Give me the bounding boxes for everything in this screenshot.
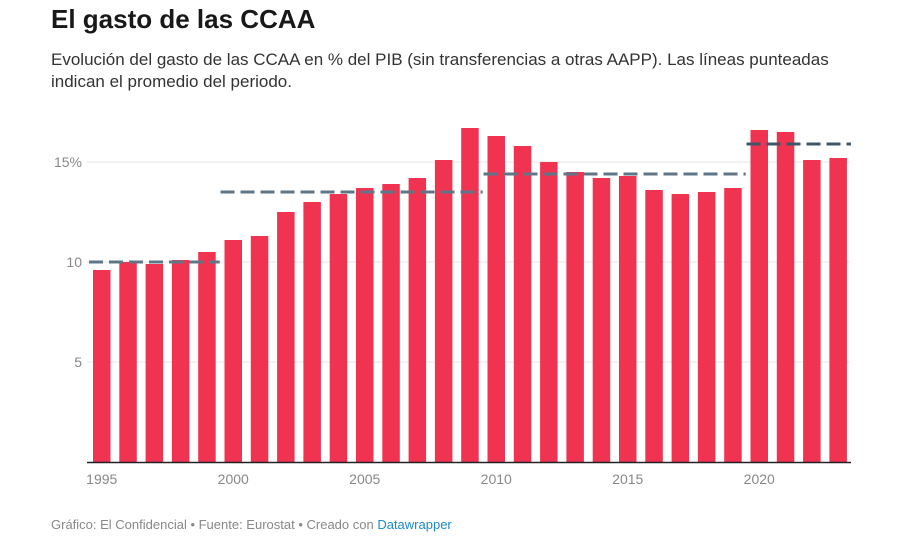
bar (356, 188, 374, 462)
bar (145, 264, 164, 462)
bar (434, 160, 453, 462)
bar (803, 160, 821, 462)
datawrapper-link[interactable]: Datawrapper (377, 517, 452, 532)
y-tick-label: 5 (74, 354, 82, 370)
x-tick-label: 1995 (86, 471, 117, 487)
x-tick-label: 2010 (481, 471, 512, 487)
bar (619, 176, 637, 462)
bar (171, 260, 190, 462)
bar (645, 190, 663, 462)
bar (119, 262, 137, 462)
y-tick-label: 15% (54, 154, 82, 170)
bar (724, 188, 742, 462)
chart-footer: Gráfico: El Confidencial • Fuente: Euros… (51, 517, 452, 532)
x-tick-label: 2020 (744, 471, 775, 487)
x-tick-label: 2005 (349, 471, 380, 487)
bar (329, 194, 348, 462)
bar (566, 172, 584, 462)
bar (487, 136, 505, 462)
bar (697, 192, 716, 462)
bar (408, 178, 427, 462)
chart-subtitle: Evolución del gasto de las CCAA en % del… (51, 50, 829, 91)
bar (750, 130, 768, 462)
bar (461, 128, 479, 462)
bar (224, 240, 242, 462)
x-tick-label: 2015 (612, 471, 643, 487)
bar (93, 270, 111, 462)
bar (829, 158, 847, 462)
bar (776, 132, 795, 462)
footer-credits: Gráfico: El Confidencial • Fuente: Euros… (51, 517, 378, 532)
bar (671, 194, 690, 462)
bar (513, 146, 532, 462)
chart-title: El gasto de las CCAA (51, 4, 316, 34)
bar (303, 202, 321, 462)
bar (198, 252, 216, 462)
bar (250, 236, 269, 462)
x-tick-label: 2000 (218, 471, 249, 487)
bar (277, 212, 295, 462)
bar (540, 162, 558, 462)
bar (592, 178, 611, 462)
y-tick-label: 10 (66, 254, 82, 270)
bar (382, 184, 400, 462)
